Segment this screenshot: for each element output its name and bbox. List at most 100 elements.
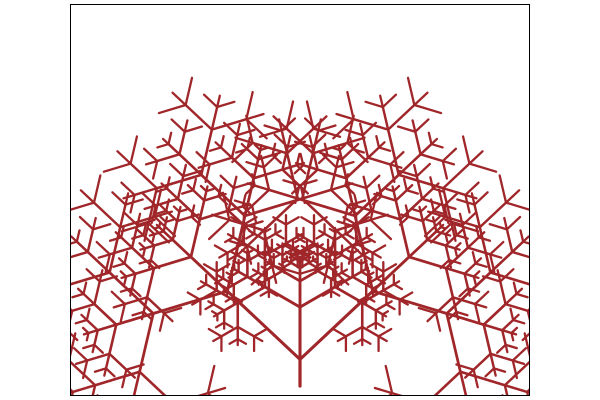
fractal-branch: [104, 352, 111, 370]
fractal-branch: [300, 216, 316, 226]
fractal-branch: [300, 188, 333, 200]
fractal-branch: [71, 201, 96, 211]
fractal-branch: [95, 240, 112, 256]
fractal-branch: [153, 210, 174, 218]
fractal-branch: [472, 275, 477, 285]
fractal-branch: [511, 347, 528, 362]
fractal-branch: [445, 271, 492, 315]
fractal-branch: [468, 162, 498, 173]
fractal-branch: [444, 218, 464, 227]
fractal-branch: [116, 150, 132, 165]
fractal-branch: [472, 352, 492, 371]
fractal-branch: [390, 391, 403, 395]
fractal-branch: [227, 186, 235, 212]
fractal-branch: [86, 250, 111, 274]
fractal-branch: [326, 264, 350, 286]
fractal-branch: [489, 352, 515, 362]
fractal-branch: [251, 141, 289, 155]
fractal-branch: [365, 186, 373, 212]
fractal-branch: [478, 225, 492, 274]
fractal-branch: [322, 264, 330, 285]
fractal-branch: [155, 153, 181, 163]
fractal-branch: [263, 124, 283, 132]
fractal-branch: [210, 118, 248, 131]
fractal-branch: [237, 270, 249, 279]
fractal-branch: [250, 204, 258, 225]
fractal-branch: [407, 215, 425, 223]
fractal-branch: [340, 271, 351, 279]
fractal-branch: [301, 251, 312, 259]
fractal-branch: [432, 209, 447, 216]
fractal-branch: [285, 127, 315, 155]
fractal-branch: [283, 244, 299, 254]
fractal-branch: [419, 153, 445, 163]
fractal-branch: [471, 251, 477, 265]
fractal-branch: [153, 215, 177, 238]
fractal-branch: [252, 158, 260, 180]
fractal-branch: [351, 253, 365, 263]
fractal-branch: [93, 280, 101, 306]
fractal-branch: [405, 189, 420, 195]
fractal-branch: [71, 250, 89, 259]
fractal-branch: [245, 160, 265, 169]
fractal-branch: [347, 245, 355, 265]
fractal-branch: [397, 173, 445, 190]
fractal-branch: [463, 262, 477, 275]
fractal-branch: [397, 153, 422, 177]
fractal-branch: [130, 287, 142, 298]
fractal-branch: [192, 189, 206, 202]
fractal-branch: [413, 91, 429, 107]
fractal-branch: [519, 229, 525, 243]
fractal-branch: [122, 193, 136, 200]
fractal-branch: [72, 347, 89, 362]
fractal-branch: [326, 153, 344, 161]
fractal-branch: [412, 208, 422, 213]
fractal-branch: [501, 328, 507, 347]
fractal-branch: [386, 103, 416, 131]
fractal-branch: [262, 166, 271, 192]
fractal-branch: [82, 292, 96, 306]
fractal-branch: [504, 201, 529, 211]
fractal-branch: [236, 337, 248, 345]
fractal-branch: [119, 236, 134, 249]
fractal-branch: [429, 222, 453, 244]
fractal-branch: [296, 242, 316, 255]
fractal-branch: [392, 189, 398, 202]
fractal-branch: [315, 232, 326, 240]
fractal-branch: [91, 222, 112, 231]
fractal-branch: [437, 188, 447, 218]
fractal-branch: [421, 219, 429, 242]
fractal-branch: [93, 343, 104, 354]
fractal-branch: [511, 240, 525, 254]
fractal-branch: [361, 325, 380, 338]
fractal-branch: [207, 218, 231, 241]
fractal-branch: [414, 130, 422, 156]
fractal-branch: [153, 209, 168, 216]
fractal-branch: [499, 280, 507, 306]
fractal-branch: [228, 239, 249, 248]
fractal-branch: [82, 281, 88, 296]
fractal-branch: [425, 238, 448, 247]
fractal-branch: [381, 93, 398, 109]
fractal-branch: [417, 306, 438, 315]
fractal-branch: [152, 238, 175, 247]
fractal-branch: [129, 162, 159, 190]
fractal-branch: [270, 264, 278, 285]
fractal-branch: [112, 302, 127, 309]
fractal-branch: [510, 331, 515, 342]
fractal-plot: [71, 76, 529, 395]
fractal-branch: [245, 229, 266, 248]
fractal-branch: [202, 93, 219, 109]
fractal-branch: [525, 390, 529, 395]
fractal-branch: [340, 147, 354, 161]
fractal-branch: [171, 91, 187, 107]
fractal-branch: [346, 90, 355, 121]
fractal-branch: [250, 173, 256, 187]
fractal-branch: [377, 327, 393, 338]
fractal-branch: [365, 174, 381, 190]
fractal-branch: [445, 312, 462, 374]
fractal-branch: [358, 122, 364, 137]
fractal-branch: [406, 76, 416, 107]
fractal-branch: [183, 119, 189, 133]
fractal-branch: [71, 390, 75, 394]
